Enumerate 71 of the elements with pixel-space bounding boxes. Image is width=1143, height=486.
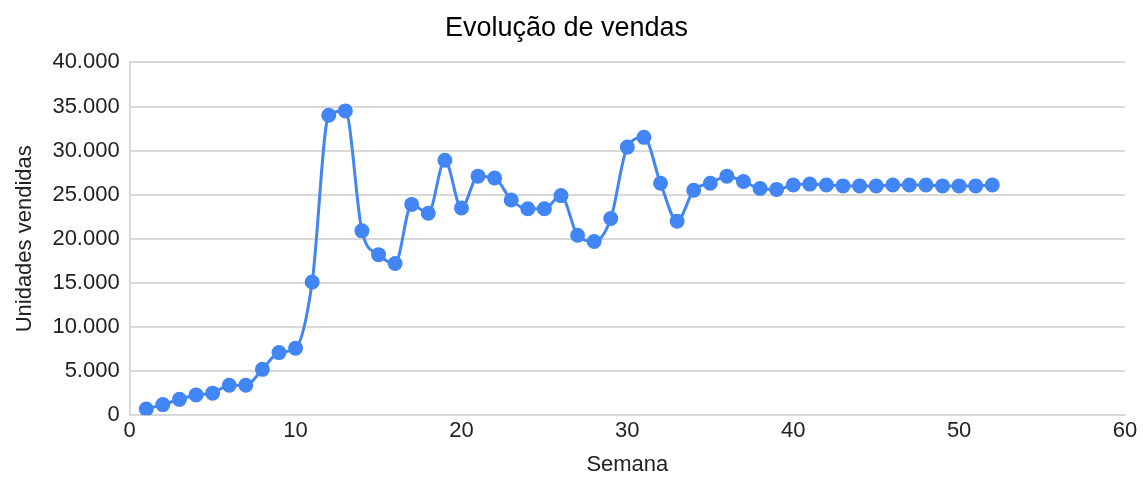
point: [155, 397, 171, 413]
point: [769, 181, 785, 197]
point: [752, 181, 768, 197]
point: [951, 178, 967, 194]
point: [238, 377, 254, 393]
x-tick-label: 30: [615, 417, 640, 443]
point: [254, 361, 270, 377]
point: [818, 177, 834, 193]
point: [835, 178, 851, 194]
point: [802, 176, 818, 192]
point: [337, 103, 353, 119]
point: [719, 168, 735, 184]
point: [321, 107, 337, 123]
y-tick-label: 25.000: [52, 180, 120, 206]
y-tick-label: 10.000: [52, 313, 120, 339]
point: [138, 401, 154, 416]
point: [735, 173, 751, 189]
point: [188, 387, 204, 403]
x-tick-label: 10: [283, 417, 308, 443]
point: [171, 391, 187, 407]
point: [536, 201, 552, 217]
point: [503, 192, 519, 208]
point: [885, 177, 901, 193]
point: [852, 178, 868, 194]
point: [686, 182, 702, 198]
x-axis-title: Semana: [586, 450, 670, 476]
y-axis-title: Unidades vendidas: [11, 145, 37, 333]
point: [221, 377, 237, 393]
point: [968, 178, 984, 194]
point: [935, 178, 951, 194]
y-tick-label: 5.000: [64, 357, 120, 383]
y-tick-label: 20.000: [52, 224, 120, 250]
point: [470, 168, 486, 184]
point: [453, 200, 469, 216]
y-tick-label: 40.000: [52, 48, 120, 74]
point: [404, 196, 420, 212]
point: [868, 178, 884, 194]
point: [420, 205, 436, 221]
x-tick-label: 20: [449, 417, 474, 443]
x-tick-label: 50: [946, 417, 972, 443]
point: [619, 139, 635, 155]
point: [387, 256, 403, 271]
point: [918, 177, 934, 193]
point: [437, 152, 453, 168]
point: [205, 385, 221, 401]
point: [785, 177, 801, 193]
point: [636, 129, 652, 145]
y-tick-label: 0: [107, 401, 120, 427]
point: [520, 201, 536, 217]
point: [653, 175, 669, 191]
y-tick-label: 15.000: [52, 268, 120, 294]
x-tick-label: 60: [1112, 417, 1138, 443]
point: [702, 175, 718, 191]
point: [288, 340, 304, 356]
point: [354, 223, 370, 239]
point: [603, 211, 619, 227]
y-tick-label: 30.000: [52, 136, 120, 162]
point: [304, 274, 320, 290]
point: [901, 177, 917, 193]
x-tick-label: 40: [780, 417, 806, 443]
point: [586, 233, 602, 249]
point: [371, 247, 387, 263]
point: [487, 170, 503, 186]
y-tick-label: 35.000: [52, 92, 120, 118]
x-tick-label: 0: [123, 417, 136, 443]
point: [553, 188, 569, 204]
chart-title: Evolução de vendas: [444, 11, 689, 42]
point: [669, 213, 685, 229]
point: [570, 227, 586, 243]
point: [984, 177, 1000, 193]
point: [271, 345, 287, 361]
